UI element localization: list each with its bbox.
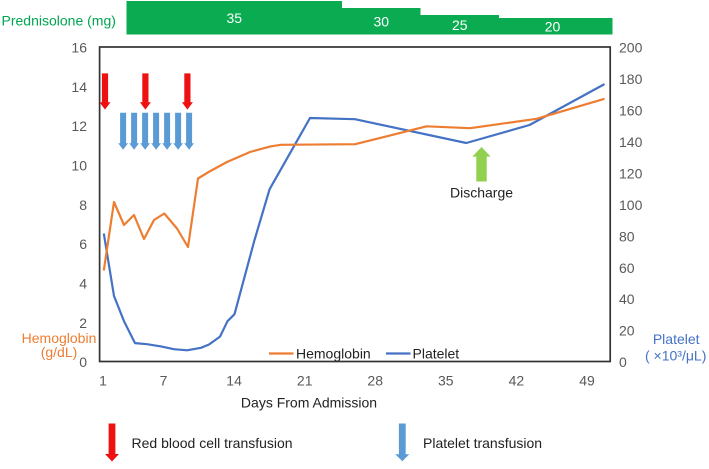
svg-text:35: 35: [227, 10, 243, 26]
svg-text:20: 20: [619, 323, 635, 339]
svg-text:0: 0: [79, 354, 87, 370]
svg-text:Hemoglobin: Hemoglobin: [22, 330, 97, 346]
svg-text:20: 20: [545, 19, 561, 35]
svg-text:Prednisolone (mg): Prednisolone (mg): [2, 13, 116, 29]
svg-text:28: 28: [367, 372, 383, 388]
svg-text:Platelet: Platelet: [653, 331, 700, 347]
svg-text:6: 6: [79, 236, 87, 252]
svg-text:120: 120: [619, 165, 643, 181]
svg-text:0: 0: [619, 354, 627, 370]
svg-text:60: 60: [619, 260, 635, 276]
svg-text:Red blood cell transfusion: Red blood cell transfusion: [132, 435, 293, 451]
svg-text:Discharge: Discharge: [450, 184, 513, 200]
svg-text:1: 1: [99, 372, 107, 388]
svg-text:180: 180: [619, 71, 643, 87]
svg-text:25: 25: [452, 17, 468, 33]
svg-text:10: 10: [71, 158, 87, 174]
svg-text:100: 100: [619, 197, 643, 213]
svg-text:14: 14: [71, 79, 87, 95]
svg-text:200: 200: [619, 40, 643, 56]
svg-text:(g/dL): (g/dL): [41, 344, 78, 360]
svg-text:Platelet transfusion: Platelet transfusion: [423, 435, 542, 451]
svg-text:7: 7: [160, 372, 168, 388]
svg-text:30: 30: [374, 14, 390, 30]
svg-text:160: 160: [619, 103, 643, 119]
svg-text:( ×10³/μL): ( ×10³/μL): [645, 347, 706, 363]
svg-text:49: 49: [579, 372, 595, 388]
svg-text:35: 35: [438, 372, 454, 388]
svg-text:Hemoglobin: Hemoglobin: [296, 346, 371, 362]
svg-text:Days From Admission: Days From Admission: [241, 395, 377, 411]
svg-text:80: 80: [619, 228, 635, 244]
svg-text:8: 8: [79, 197, 87, 213]
svg-text:40: 40: [619, 291, 635, 307]
svg-text:2: 2: [79, 315, 87, 331]
svg-text:12: 12: [71, 118, 87, 134]
svg-text:42: 42: [509, 372, 525, 388]
svg-text:4: 4: [79, 276, 87, 292]
svg-text:140: 140: [619, 134, 643, 150]
svg-text:14: 14: [226, 372, 242, 388]
svg-text:16: 16: [71, 40, 87, 56]
svg-text:Platelet: Platelet: [413, 346, 460, 362]
svg-text:21: 21: [297, 372, 313, 388]
